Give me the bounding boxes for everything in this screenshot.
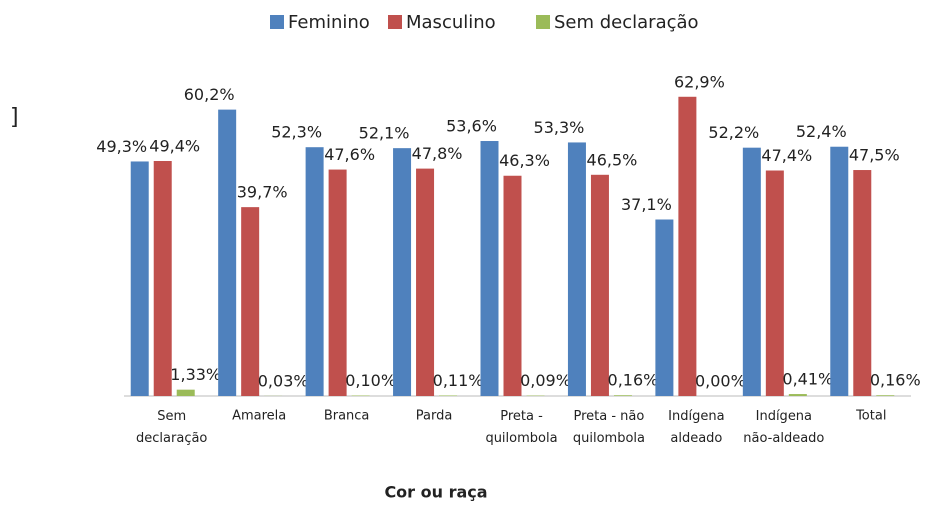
value-label: 47,5% [849,146,900,165]
bar [567,142,586,396]
value-label: 47,6% [324,145,375,164]
legend-swatch [536,15,550,29]
value-label: 0,16% [608,371,659,390]
x-tick-label: Amarela [232,409,286,424]
value-label: 0,16% [870,371,921,390]
x-tick-label: Preta -quilombola [485,409,557,446]
bar [876,395,895,396]
x-tick-label: Indígena aldeado [668,409,724,446]
legend-swatch [270,15,284,29]
value-label: 53,3% [534,118,585,137]
legend-label: Feminino [288,12,370,33]
bar [305,147,324,396]
x-tick-label: Branca [324,409,370,424]
bar [480,141,499,396]
bar [439,395,458,396]
bar [613,395,632,396]
legend-label: Masculino [406,12,496,33]
value-label: 52,1% [359,124,410,143]
bar [153,160,172,396]
x-tick-label: Sem declaração [136,409,207,446]
annotation: ] [10,105,19,130]
value-label: 52,4% [796,122,847,141]
x-tick-label: Preta - não quilombola [573,409,645,446]
legend-label: Sem declaração [554,12,699,33]
bar [765,170,784,396]
value-label: 0,10% [345,371,396,390]
bar [655,219,674,396]
x-tick-label: Indígena não-aldeado [743,409,824,446]
value-label: 0,41% [782,370,833,389]
value-label: 39,7% [237,183,288,202]
value-label: 52,3% [271,123,322,142]
value-label: 49,3% [96,137,147,156]
value-label: 47,8% [412,144,463,163]
bar [328,169,347,396]
bar [590,174,609,396]
bar [393,148,412,396]
value-label: 0,09% [520,371,571,390]
value-label: 37,1% [621,195,672,214]
value-label: 0,03% [258,371,309,390]
bar [218,109,237,397]
legend-swatch [388,15,402,29]
bar [416,168,435,396]
value-label: 46,5% [587,150,638,169]
bar [176,389,195,396]
value-label: 53,6% [446,117,497,136]
value-label: 0,11% [433,371,484,390]
bar [830,146,849,396]
bar [853,170,872,396]
bar [503,175,522,396]
x-axis-title: Cor ou raça [384,483,487,502]
value-label: 60,2% [184,85,235,104]
value-label: 52,2% [708,123,759,142]
value-label: 1,33% [170,365,221,384]
bar [788,394,807,396]
value-label: 47,4% [761,146,812,165]
bar [742,147,761,396]
value-label: 49,4% [149,136,200,155]
value-label: 46,3% [499,151,550,170]
value-label: 0,00% [695,372,746,391]
bar [241,207,260,396]
bar [130,161,149,396]
bar [678,96,697,397]
x-tick-label: Parda [416,409,453,424]
x-tick-label: Total [855,409,886,424]
value-label: 62,9% [674,72,725,91]
